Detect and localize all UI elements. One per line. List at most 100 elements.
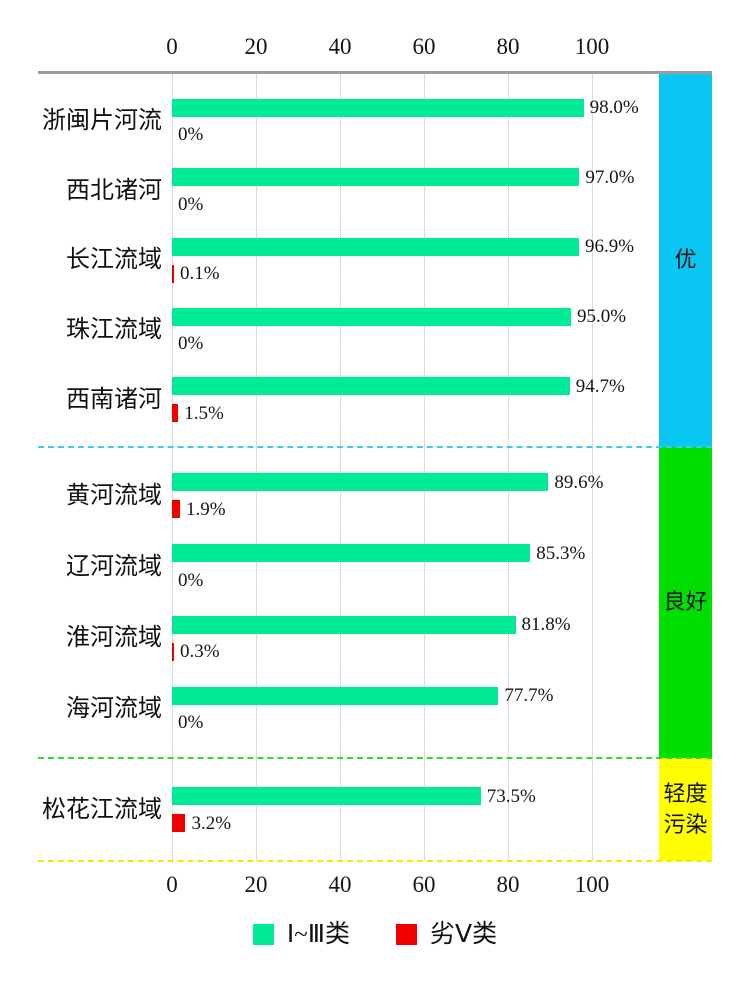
red-bar-value: 1.5% <box>184 402 224 424</box>
red-bar-line: 0% <box>172 124 659 146</box>
x-axis-tick-label: 80 <box>496 872 520 897</box>
green-bar-line: 81.8% <box>172 614 659 636</box>
green-bar-value: 73.5% <box>486 785 536 807</box>
red-bar <box>172 500 180 519</box>
red-bar <box>172 404 179 423</box>
red-bar-line: 3.2% <box>172 812 659 834</box>
x-axis-tick-label: 20 <box>244 872 268 897</box>
chart-row: 松花江流域 73.5% 3.2% <box>0 785 659 834</box>
x-axis-tick-label: 20 <box>244 34 268 59</box>
band-light-pollution: 轻度 污染 <box>659 758 712 861</box>
green-bar-value: 95.0% <box>577 306 627 328</box>
chart-row: 西北诸河 97.0% 0% <box>0 166 659 215</box>
category-label: 淮河流域 <box>66 624 162 651</box>
green-bar-line: 96.9% <box>172 237 659 256</box>
green-bar <box>172 686 499 705</box>
gridline <box>508 74 509 861</box>
category-label: 西南诸河 <box>66 386 162 413</box>
legend-label-inferior5: 劣Ⅴ类 <box>430 921 498 948</box>
red-bar-line: 0% <box>172 193 659 215</box>
green-bar-line: 73.5% <box>172 785 659 807</box>
red-bar-line: 0% <box>172 569 659 591</box>
category-label: 西北诸河 <box>66 177 162 204</box>
legend-swatch-green <box>252 924 274 945</box>
chart-row: 珠江流域 95.0% 0% <box>0 306 659 355</box>
band-rows-good: 黄河流域 89.6% 1.9% 辽河流域 85.3% 0% 淮河流域 81.8% 0.3% 海河流… <box>0 447 659 758</box>
green-bar <box>172 473 549 492</box>
green-bar-line: 85.3% <box>172 542 659 564</box>
x-axis-tick-label: 40 <box>328 872 352 897</box>
green-bar <box>172 98 584 117</box>
category-label: 浙闽片河流 <box>42 107 162 134</box>
band-divider-excellent <box>38 446 712 448</box>
legend: Ⅰ~Ⅲ类 劣Ⅴ类 <box>0 921 750 948</box>
band-rows-excellent: 浙闽片河流 98.0% 0% 西北诸河 97.0% 0% 长江流域 96.9% 0.1% 珠江流域… <box>0 74 659 447</box>
green-bar <box>172 168 580 187</box>
red-bar-value: 0% <box>178 333 204 355</box>
green-bar <box>172 787 481 805</box>
x-axis-tick-label: 100 <box>574 872 610 897</box>
green-bar-line: 95.0% <box>172 306 659 328</box>
chart-row: 辽河流域 85.3% 0% <box>0 542 659 591</box>
green-bar-value: 81.8% <box>521 614 571 636</box>
legend-label-class1-3: Ⅰ~Ⅲ类 <box>286 921 351 948</box>
category-label: 长江流域 <box>66 247 162 274</box>
red-bar-value: 0% <box>178 124 204 146</box>
category-label: 珠江流域 <box>66 316 162 343</box>
red-bar-value: 1.9% <box>185 498 226 520</box>
green-bar <box>172 615 516 634</box>
red-bar-value: 0% <box>178 193 204 215</box>
x-axis-tick-label: 80 <box>496 34 520 59</box>
band-label: 污染 <box>663 811 708 837</box>
x-axis-tick-label: 0 <box>166 34 178 59</box>
red-bar-line: 1.5% <box>172 402 659 424</box>
green-bar-line: 89.6% <box>172 471 659 493</box>
x-axis-line <box>38 71 712 74</box>
green-bar <box>172 544 531 563</box>
x-axis-tick-label: 60 <box>412 872 436 897</box>
gridline <box>256 74 257 861</box>
category-label: 黄河流域 <box>66 482 162 509</box>
green-bar-line: 77.7% <box>172 685 659 707</box>
red-bar-line: 1.9% <box>172 498 659 520</box>
red-bar-line: 0.1% <box>172 263 659 285</box>
green-bar-line: 98.0% <box>172 97 659 119</box>
gridline <box>172 74 173 861</box>
red-bar <box>172 814 186 832</box>
red-bar-value: 0% <box>178 569 204 591</box>
red-bar-line: 0.3% <box>172 641 659 663</box>
band-divider-good <box>38 757 712 759</box>
band-label: 良好 <box>663 589 708 615</box>
green-bar-line: 97.0% <box>172 166 659 188</box>
green-bar-value: 98.0% <box>589 97 639 119</box>
green-bar-value: 89.6% <box>554 471 604 493</box>
green-bar <box>172 307 571 326</box>
green-bar-value: 77.7% <box>504 685 554 707</box>
band-good: 良好 <box>659 447 712 758</box>
chart-row: 黄河流域 89.6% 1.9% <box>0 471 659 520</box>
legend-swatch-red <box>396 924 418 945</box>
legend-item-class1-3: Ⅰ~Ⅲ类 <box>252 921 351 948</box>
green-bar-value: 94.7% <box>575 375 625 397</box>
green-bar-value: 85.3% <box>536 542 586 564</box>
gridline <box>424 74 425 861</box>
band-label: 优 <box>674 247 697 273</box>
red-bar-value: 0% <box>178 712 204 734</box>
category-label: 松花江流域 <box>42 796 162 823</box>
band-label: 轻度 <box>663 780 708 806</box>
red-bar-value: 3.2% <box>191 812 232 834</box>
band-divider-light-pollution <box>38 860 712 862</box>
x-axis-tick-label: 100 <box>574 34 610 59</box>
x-axis-tick-label: 0 <box>166 872 178 897</box>
band-rows-light-pollution: 松花江流域 73.5% 3.2% <box>0 758 659 861</box>
red-bar-value: 0.1% <box>180 263 220 285</box>
green-bar-value: 97.0% <box>585 166 635 188</box>
category-label: 辽河流域 <box>66 553 162 580</box>
category-label: 海河流域 <box>66 696 162 723</box>
red-bar-line: 0% <box>172 712 659 734</box>
red-bar <box>172 264 174 283</box>
chart-row: 西南诸河 94.7% 1.5% <box>0 375 659 424</box>
red-bar-value: 0.3% <box>180 641 220 663</box>
band-excellent: 优 <box>659 74 712 447</box>
